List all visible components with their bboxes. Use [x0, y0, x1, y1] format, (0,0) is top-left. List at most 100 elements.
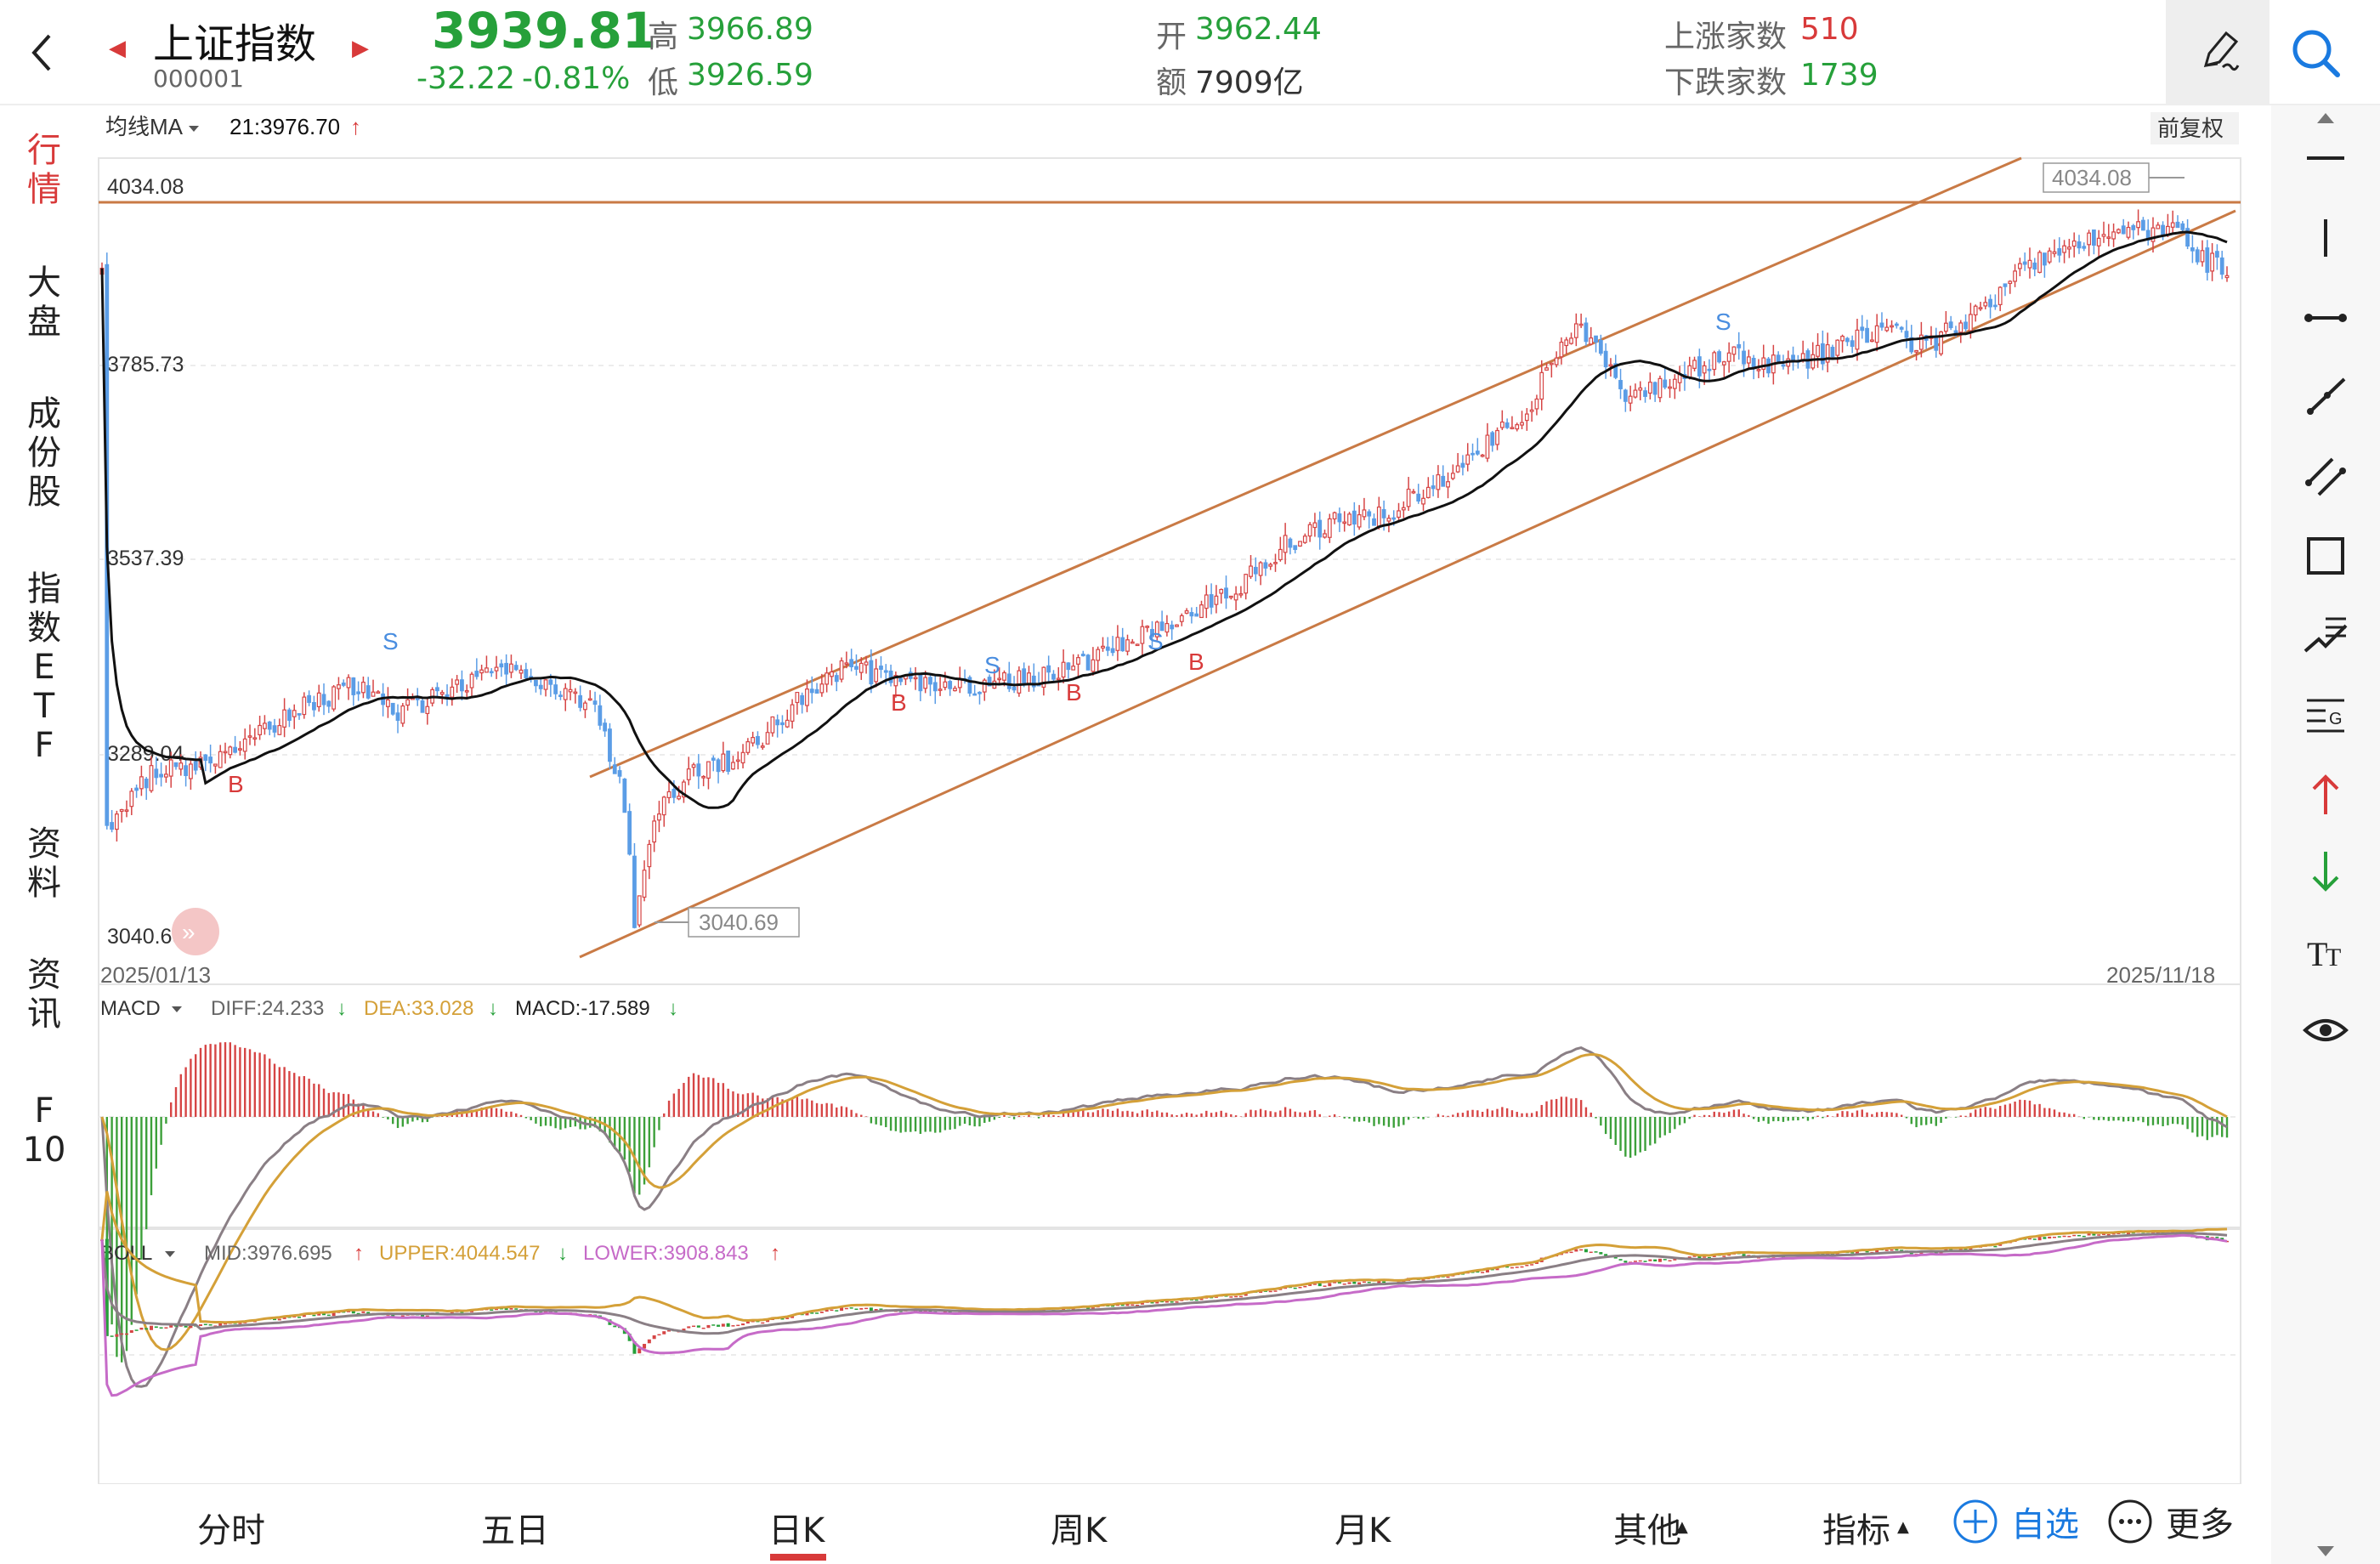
- candle-body: [193, 761, 198, 771]
- boll-candle: [184, 1325, 188, 1328]
- nav-market[interactable]: 大盘: [27, 264, 61, 342]
- candle-body: [1470, 452, 1475, 456]
- candle-body: [824, 672, 830, 685]
- tool-vertical-line[interactable]: [2288, 204, 2363, 272]
- boll-candle: [1742, 1254, 1746, 1256]
- more-label: 更多: [2166, 1505, 2234, 1544]
- boll-candle: [298, 1317, 302, 1318]
- candle-body: [2140, 219, 2145, 231]
- candle-body: [1943, 322, 1948, 332]
- candle-body: [1613, 363, 1618, 378]
- more-button[interactable]: 更多: [2106, 1496, 2234, 1547]
- boll-candle: [2072, 1234, 2077, 1237]
- candle-body: [2052, 251, 2057, 254]
- nav-quote[interactable]: 行情: [27, 131, 61, 209]
- boll-candle: [1155, 1300, 1159, 1304]
- scroll-left-button[interactable]: [172, 908, 219, 955]
- tool-horizontal-line[interactable]: [2288, 124, 2363, 192]
- tool-down-arrow[interactable]: [2288, 838, 2363, 906]
- nav-profile[interactable]: 资料: [27, 824, 61, 903]
- scroll-up-button[interactable]: [2288, 105, 2363, 131]
- tool-staircase[interactable]: [2288, 600, 2363, 668]
- candle-body: [1041, 666, 1046, 688]
- boll-candle: [731, 1325, 735, 1327]
- adjust-button[interactable]: [2150, 112, 2239, 144]
- candle-body: [337, 684, 341, 689]
- candle-body: [627, 811, 632, 855]
- candle-body: [1233, 593, 1238, 601]
- tool-parallel-channel[interactable]: [2288, 442, 2363, 510]
- candle-body: [745, 741, 751, 753]
- candle-body: [1544, 367, 1549, 371]
- candle-body: [1076, 657, 1080, 665]
- candle-body: [2008, 280, 2013, 285]
- candle-body: [1692, 360, 1697, 369]
- tab-intraday[interactable]: 分时: [197, 1511, 265, 1550]
- scroll-down-button[interactable]: [2288, 1538, 2363, 1564]
- candle-body: [1258, 562, 1263, 576]
- boll-candle: [815, 1312, 819, 1314]
- nav-f10[interactable]: F 10: [22, 1091, 66, 1170]
- tab-daily[interactable]: 日K: [768, 1511, 825, 1550]
- candle-body: [1638, 387, 1643, 391]
- open-value: 3962.44: [1195, 12, 1322, 47]
- boll-candle: [1510, 1266, 1514, 1269]
- tool-rectangle[interactable]: [2288, 522, 2363, 590]
- price: 3939.81: [432, 2, 657, 60]
- nav-components[interactable]: 成份股: [27, 394, 61, 512]
- tab-weekly[interactable]: 周K: [1051, 1511, 1108, 1550]
- tool-gann[interactable]: G: [2288, 680, 2363, 748]
- boll-candle: [2037, 1237, 2042, 1241]
- prev-index-arrow[interactable]: ◀: [109, 36, 126, 61]
- candle-body: [292, 710, 297, 717]
- kline-chart[interactable]: 均线MA 21:3976.70 ↑ 前复权 4034.08 3785.73 35…: [88, 105, 2271, 1484]
- high-tag-box: [2043, 162, 2150, 193]
- candle-body: [858, 662, 864, 673]
- tool-visibility[interactable]: [2288, 996, 2363, 1064]
- candle-body: [1460, 462, 1465, 468]
- signal-s-3: S: [1148, 628, 1164, 654]
- candle-body: [1175, 624, 1179, 627]
- candle-body: [366, 685, 371, 699]
- up-count: 510: [1800, 12, 1859, 47]
- boll-candle: [721, 1323, 725, 1327]
- search-button[interactable]: [2286, 24, 2354, 83]
- boll-candle: [849, 1307, 853, 1309]
- boll-candle: [1382, 1281, 1386, 1284]
- boll-candle: [1594, 1251, 1598, 1253]
- candle-body: [943, 681, 948, 688]
- next-index-arrow[interactable]: ▶: [352, 36, 369, 61]
- candle-body: [307, 694, 312, 703]
- nav-news[interactable]: 资讯: [27, 955, 61, 1034]
- candle-body: [1909, 337, 1914, 353]
- tab-five-day[interactable]: 五日: [481, 1511, 549, 1550]
- boll-candle: [129, 1329, 133, 1334]
- index-code: 000001: [153, 65, 244, 93]
- candle-body: [1130, 641, 1135, 644]
- add-watchlist-button[interactable]: 自选: [1952, 1496, 2079, 1547]
- candle-body: [1027, 672, 1031, 685]
- boll-candle: [1525, 1265, 1529, 1266]
- boll-candle: [273, 1318, 277, 1321]
- ma-legend-label[interactable]: 均线MA: [105, 114, 184, 139]
- candle-body: [682, 781, 686, 798]
- svg-text:T: T: [2326, 944, 2341, 972]
- back-button[interactable]: [24, 26, 66, 76]
- macd-label[interactable]: MACD: [100, 997, 161, 1020]
- edit-button[interactable]: [2166, 0, 2270, 104]
- tab-monthly[interactable]: 月K: [1334, 1511, 1391, 1550]
- candle-body: [888, 670, 893, 683]
- tool-ray[interactable]: [2288, 362, 2363, 430]
- tool-up-arrow[interactable]: [2288, 760, 2363, 828]
- candle-body: [316, 692, 321, 707]
- rectangle-icon: [2307, 537, 2344, 575]
- candle-body: [1154, 621, 1159, 638]
- tab-other[interactable]: 其他: [1613, 1511, 1681, 1550]
- candle-body: [1534, 398, 1539, 410]
- tool-segment[interactable]: [2288, 284, 2363, 352]
- candle-body: [524, 669, 529, 678]
- tab-indicators[interactable]: 指标: [1822, 1511, 1890, 1550]
- candle-body: [775, 719, 780, 726]
